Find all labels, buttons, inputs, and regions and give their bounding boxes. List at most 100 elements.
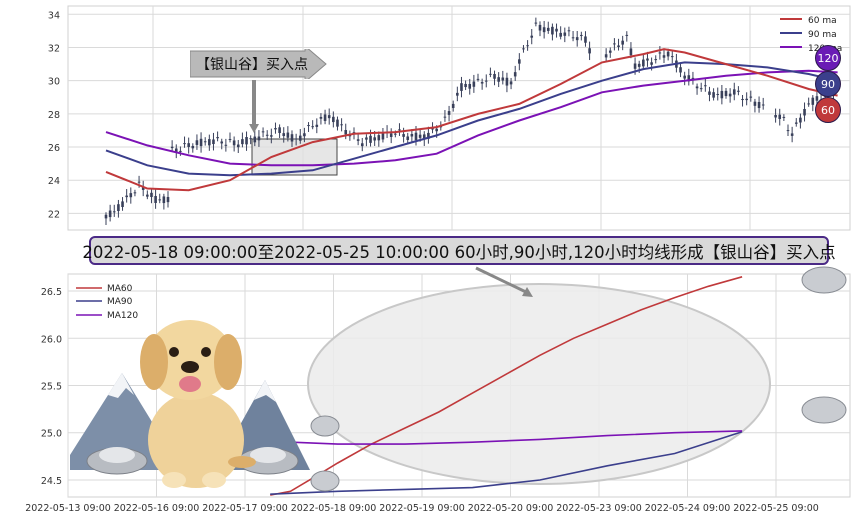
candle-body	[414, 132, 418, 141]
candle-body	[208, 139, 211, 146]
silver-ingot-marker-icon-3	[801, 266, 847, 294]
candle-body	[708, 91, 711, 95]
candle-body	[617, 45, 620, 47]
candle-body	[212, 139, 215, 145]
candle-body	[286, 132, 290, 138]
bottom-ma120-line	[270, 430, 743, 445]
candle-body	[489, 73, 492, 75]
top-y-tick-label: 32	[48, 43, 60, 54]
candle-body	[402, 134, 405, 137]
bottom-x-tick-label: 2022-05-20 09:00	[468, 503, 554, 514]
candle-body	[369, 135, 372, 143]
candle-body	[757, 102, 761, 109]
bottom-x-tick-label: 2022-05-17 09:00	[202, 503, 288, 514]
candle-body	[199, 138, 203, 147]
candle-body	[141, 187, 145, 190]
candle-body	[683, 75, 686, 79]
candle-body	[790, 133, 794, 136]
candle-body	[352, 132, 356, 134]
legend-label-ma120: MA120	[107, 311, 138, 321]
candle-body	[542, 27, 546, 33]
candle-body	[786, 130, 790, 132]
dog-head-icon	[146, 320, 234, 400]
candle-body	[728, 93, 732, 97]
buy-point-arrow-head	[249, 124, 259, 133]
candle-body	[418, 134, 422, 138]
candle-body	[509, 81, 513, 85]
mountain-snow-icon	[108, 373, 134, 398]
candle-body	[170, 146, 174, 149]
bottom-y-tick-label: 25.5	[41, 382, 62, 393]
candle-body	[174, 148, 178, 152]
candle-body	[394, 133, 397, 135]
candle-body	[261, 131, 265, 133]
candle-body	[526, 45, 529, 47]
candle-body	[650, 62, 653, 65]
candle-body	[220, 141, 224, 144]
mountain-snow-icon-right	[254, 380, 276, 402]
candle-body	[670, 56, 674, 58]
candle-body	[303, 133, 306, 137]
bottom-legend: MA60 MA90 MA120	[76, 284, 138, 321]
bottom-x-tick-label: 2022-05-13 09:00	[25, 503, 111, 514]
candle-body	[340, 124, 343, 126]
candle-body	[195, 140, 199, 145]
candle-body	[811, 97, 815, 105]
dog-ear-right-icon	[214, 334, 242, 390]
candle-body	[336, 119, 339, 127]
candle-body	[294, 138, 298, 140]
candle-body	[112, 211, 116, 213]
candle-body	[356, 139, 360, 141]
candle-body	[538, 24, 542, 31]
silver-ingot-top-icon-2	[250, 447, 286, 463]
candle-body	[146, 194, 149, 197]
candle-body	[456, 92, 459, 96]
candle-body	[501, 77, 505, 81]
dog-eye-right-icon	[201, 347, 211, 357]
candle-body	[704, 85, 707, 87]
candle-body	[427, 132, 430, 139]
candle-body	[125, 195, 128, 198]
candle-body	[604, 54, 608, 58]
candle-body	[228, 138, 232, 140]
candle-body	[365, 137, 368, 140]
candle-body	[724, 90, 728, 97]
bottom-x-tick-label: 2022-05-24 09:00	[645, 503, 731, 514]
candle-body	[154, 195, 157, 203]
candle-body	[398, 129, 401, 131]
candle-body	[298, 135, 302, 141]
candle-body	[794, 122, 798, 124]
candle-body	[476, 78, 480, 80]
bottom-y-tick-label: 26.0	[41, 334, 62, 345]
candle-body	[753, 101, 757, 106]
bottom-x-tick-label: 2022-05-23 09:00	[556, 503, 642, 514]
banner-arrow-head	[522, 287, 533, 297]
top-y-tick-label: 34	[48, 10, 60, 21]
candle-body	[745, 98, 748, 101]
top-grid	[68, 6, 850, 230]
ma90-badge: 90	[815, 71, 841, 97]
bottom-ma60-line	[270, 276, 743, 496]
bottom-y-axis: 24.5 25.0 25.5 26.0 26.5	[41, 287, 62, 487]
candle-body	[580, 34, 583, 36]
candle-body	[662, 55, 666, 58]
candle-body	[360, 143, 364, 147]
candle-body	[687, 75, 691, 82]
candle-body	[480, 82, 484, 84]
candle-body	[203, 141, 207, 143]
candle-body	[633, 63, 637, 69]
candle-body	[505, 77, 509, 86]
candle-body	[468, 83, 472, 89]
dog-paw-right-icon	[202, 472, 226, 488]
candle-body	[104, 214, 108, 219]
bottom-x-tick-label: 2022-05-18 09:00	[291, 503, 377, 514]
legend-label-ma90: MA90	[107, 297, 133, 307]
candle-body	[183, 143, 186, 145]
candle-body	[741, 98, 744, 101]
candle-body	[472, 81, 476, 87]
candle-body	[563, 32, 567, 36]
banner-arrow-shaft	[475, 266, 529, 295]
candle-body	[224, 144, 228, 146]
ma60-badge: 60	[815, 97, 841, 123]
